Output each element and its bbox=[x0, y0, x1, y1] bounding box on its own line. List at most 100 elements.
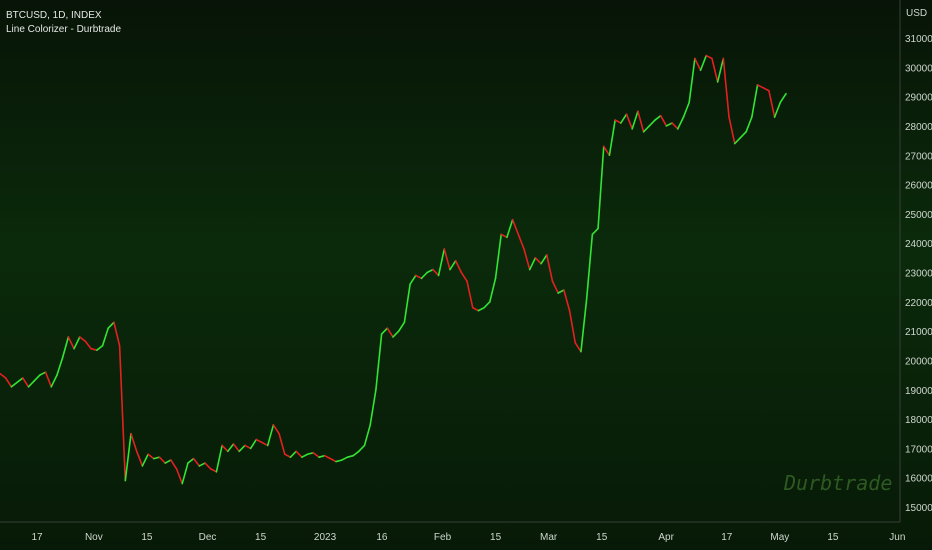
line-segment-up bbox=[306, 451, 315, 456]
y-axis-unit-label: USD bbox=[906, 8, 927, 19]
y-tick-label: 24000 bbox=[905, 239, 932, 250]
line-segment-up bbox=[56, 356, 64, 376]
x-tick-label: 15 bbox=[255, 532, 267, 543]
y-axis-ticks: 15000 16000 17000 18000 19000 20000 21000 22000… bbox=[905, 34, 932, 514]
line-segment-up bbox=[369, 388, 377, 426]
line-segment-down bbox=[312, 451, 320, 458]
line-segment-up bbox=[397, 321, 406, 332]
line-segment-down bbox=[671, 122, 679, 130]
watermark: Durbtrade bbox=[784, 471, 893, 495]
line-segment-up bbox=[227, 443, 235, 453]
x-axis-ticks: 17 Nov 15 Dec 15 2023 16 Feb 15 Mar 15 Apr 17 May 15 Ju… bbox=[31, 532, 905, 543]
line-segment-down bbox=[90, 347, 98, 351]
line-segment-up bbox=[39, 371, 47, 376]
line-segment-down bbox=[563, 289, 571, 312]
line-segment-down bbox=[500, 233, 508, 239]
y-tick-label: 25000 bbox=[905, 210, 932, 221]
line-segment-down bbox=[209, 468, 218, 473]
line-segment-down bbox=[221, 444, 229, 453]
line-segment-down bbox=[170, 459, 178, 470]
line-segment-down bbox=[192, 457, 201, 467]
y-tick-label: 17000 bbox=[905, 444, 932, 455]
y-tick-label: 31000 bbox=[905, 34, 932, 45]
line-segment-up bbox=[648, 119, 656, 127]
line-segment-up bbox=[608, 119, 616, 157]
line-segment-down bbox=[272, 424, 280, 435]
line-segment-down bbox=[534, 257, 542, 265]
line-segment-down bbox=[523, 248, 531, 271]
y-tick-label: 23000 bbox=[905, 269, 932, 280]
line-segment-up bbox=[420, 271, 428, 280]
x-tick-label: 2023 bbox=[314, 532, 337, 543]
line-segment-up bbox=[585, 233, 594, 300]
line-segment-down bbox=[517, 233, 525, 250]
line-segment-down bbox=[762, 87, 770, 92]
line-segment-down bbox=[511, 218, 520, 236]
y-tick-label: 30000 bbox=[905, 63, 932, 74]
line-segment-up bbox=[483, 301, 491, 309]
line-segment-up bbox=[580, 298, 588, 353]
line-segment-down bbox=[67, 336, 75, 350]
x-tick-label: Apr bbox=[658, 532, 674, 543]
line-segment-down bbox=[329, 457, 337, 463]
indicator-title: Line Colorizer - Durbtrade bbox=[6, 24, 122, 35]
line-segment-down bbox=[21, 377, 30, 388]
line-segment-down bbox=[637, 110, 645, 133]
line-segment-up bbox=[682, 101, 690, 118]
line-segment-up bbox=[676, 116, 685, 130]
x-tick-label: 15 bbox=[490, 532, 502, 543]
line-segment-up bbox=[33, 374, 41, 382]
line-segment-up bbox=[620, 113, 628, 124]
line-segment-up bbox=[73, 336, 81, 350]
line-segment-up bbox=[380, 327, 389, 335]
line-segment-up bbox=[352, 450, 360, 457]
line-segment-down bbox=[295, 450, 303, 458]
line-segment-down bbox=[460, 271, 468, 283]
line-segment-up bbox=[665, 122, 673, 127]
line-segment-down bbox=[147, 453, 155, 460]
line-segment-up bbox=[506, 218, 514, 239]
line-segment-up bbox=[346, 454, 354, 458]
line-segment-up bbox=[152, 456, 161, 460]
line-segment-up bbox=[437, 248, 446, 277]
line-segment-up bbox=[141, 453, 149, 467]
line-segment-up bbox=[392, 330, 400, 338]
line-segment-up bbox=[409, 274, 417, 286]
line-segment-down bbox=[175, 468, 184, 485]
line-segment-down bbox=[728, 116, 736, 145]
x-tick-label: 17 bbox=[31, 532, 43, 543]
line-segment-down bbox=[135, 450, 144, 467]
x-tick-label: 15 bbox=[141, 532, 153, 543]
line-segment-down bbox=[386, 327, 394, 338]
line-segment-down bbox=[130, 432, 138, 453]
line-segment-up bbox=[27, 380, 35, 388]
line-segment-up bbox=[96, 344, 104, 351]
y-tick-label: 20000 bbox=[905, 356, 932, 367]
line-segment-down bbox=[244, 444, 252, 450]
line-segment-up bbox=[745, 116, 753, 133]
x-tick-label: 15 bbox=[827, 532, 839, 543]
line-segment-up bbox=[716, 57, 725, 83]
line-segment-up bbox=[375, 333, 383, 391]
line-segment-up bbox=[181, 462, 189, 485]
line-segment-up bbox=[301, 453, 309, 458]
y-tick-label: 21000 bbox=[905, 327, 932, 338]
line-segment-up bbox=[249, 438, 258, 450]
line-segment-up bbox=[779, 92, 787, 104]
line-segment-up bbox=[591, 227, 599, 236]
line-segment-down bbox=[118, 344, 127, 482]
line-segment-down bbox=[568, 309, 577, 344]
y-tick-label: 27000 bbox=[905, 151, 932, 162]
x-tick-label: May bbox=[770, 532, 789, 543]
line-segment-up bbox=[489, 277, 497, 303]
line-segment-down bbox=[545, 254, 554, 283]
chart-legend: BTCUSD, 1D, INDEX Line Colorizer - Durbt… bbox=[6, 9, 121, 37]
y-tick-label: 28000 bbox=[905, 122, 932, 133]
y-tick-label: 22000 bbox=[905, 298, 932, 309]
line-segment-up bbox=[642, 125, 651, 133]
y-tick-label: 18000 bbox=[905, 415, 932, 426]
line-segment-up bbox=[631, 110, 639, 130]
line-segment-down bbox=[113, 321, 121, 347]
line-segment-up bbox=[215, 444, 223, 473]
